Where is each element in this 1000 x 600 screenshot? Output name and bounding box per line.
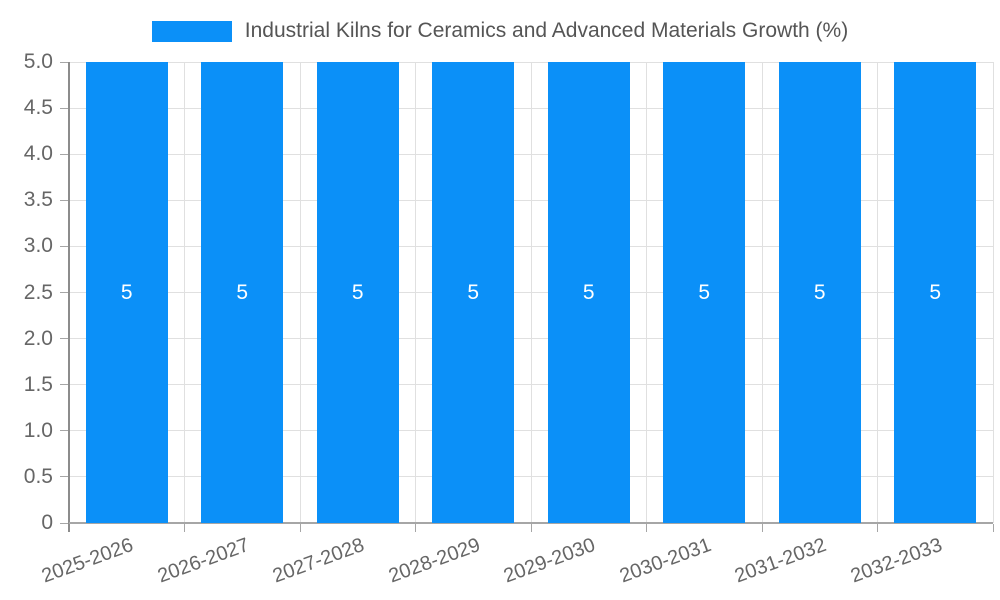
- x-tick: [992, 524, 994, 532]
- y-tick-label: 3.0: [23, 234, 53, 258]
- x-tick: [299, 524, 301, 532]
- y-tick: [60, 430, 69, 432]
- y-tick-label: 4.5: [23, 96, 53, 120]
- x-gridline: [646, 62, 647, 523]
- y-tick-label: 2.5: [23, 280, 53, 304]
- y-tick: [60, 476, 69, 478]
- x-tick: [415, 524, 416, 532]
- x-tick: [761, 524, 763, 532]
- x-gridline: [184, 62, 185, 523]
- x-tick-label: 2028-2029: [385, 534, 483, 588]
- y-tick: [60, 199, 69, 201]
- bar-value-label: 5: [120, 281, 133, 304]
- y-axis-line: [68, 62, 70, 532]
- y-tick-label: 0.5: [23, 464, 53, 488]
- y-tick-label: 5.0: [23, 50, 53, 73]
- y-tick: [60, 153, 69, 155]
- x-tick-label: 2032-2033: [847, 534, 945, 588]
- y-tick: [60, 292, 69, 293]
- x-tick-label: 2027-2028: [269, 534, 368, 588]
- x-gridline: [299, 62, 301, 523]
- bar-value-label: 5: [236, 281, 249, 304]
- x-tick-label: 2026-2027: [154, 534, 252, 588]
- y-tick-label: 4.0: [23, 142, 53, 166]
- bar[interactable]: 5: [201, 62, 284, 523]
- y-tick-label: 3.5: [23, 188, 53, 212]
- y-tick-label: 1.0: [23, 418, 53, 442]
- bar-value-label: 5: [467, 281, 480, 304]
- bar[interactable]: 5: [432, 62, 515, 523]
- y-tick: [60, 384, 69, 386]
- bar[interactable]: 5: [316, 62, 399, 523]
- bar[interactable]: 5: [547, 62, 630, 523]
- x-axis-line: [69, 522, 993, 524]
- y-tick-label: 2.0: [23, 326, 53, 350]
- bar[interactable]: 5: [663, 62, 746, 523]
- y-tick: [60, 338, 69, 340]
- bar-value-label: 5: [351, 281, 364, 304]
- x-gridline: [761, 62, 763, 523]
- y-tick: [60, 61, 69, 63]
- x-gridline: [415, 62, 416, 523]
- x-tick-label: 2025-2026: [38, 534, 137, 588]
- x-tick: [646, 524, 647, 532]
- x-tick: [877, 524, 878, 532]
- bar[interactable]: 5: [85, 62, 168, 523]
- bar[interactable]: 5: [894, 62, 977, 523]
- y-tick-label: 0: [41, 511, 53, 534]
- x-tick: [530, 524, 532, 532]
- bar-value-label: 5: [813, 281, 826, 304]
- bar-value-label: 5: [582, 281, 595, 304]
- x-gridline: [992, 62, 994, 523]
- x-tick-label: 2029-2030: [500, 534, 599, 588]
- x-gridline: [877, 62, 878, 523]
- x-gridline: [530, 62, 532, 523]
- legend-label: Industrial Kilns for Ceramics and Advanc…: [244, 19, 849, 42]
- y-tick: [60, 522, 69, 524]
- x-tick: [184, 524, 185, 532]
- legend-swatch-icon: [151, 20, 232, 42]
- bar[interactable]: 5: [778, 62, 861, 523]
- y-tick-label: 1.5: [23, 372, 53, 396]
- y-tick: [60, 245, 69, 247]
- legend[interactable]: Industrial Kilns for Ceramics and Advanc…: [0, 18, 1000, 44]
- x-tick-label: 2030-2031: [616, 534, 714, 588]
- y-tick: [60, 107, 69, 109]
- bar-value-label: 5: [698, 281, 711, 304]
- x-tick-label: 2031-2032: [731, 534, 830, 588]
- bar-value-label: 5: [929, 281, 942, 304]
